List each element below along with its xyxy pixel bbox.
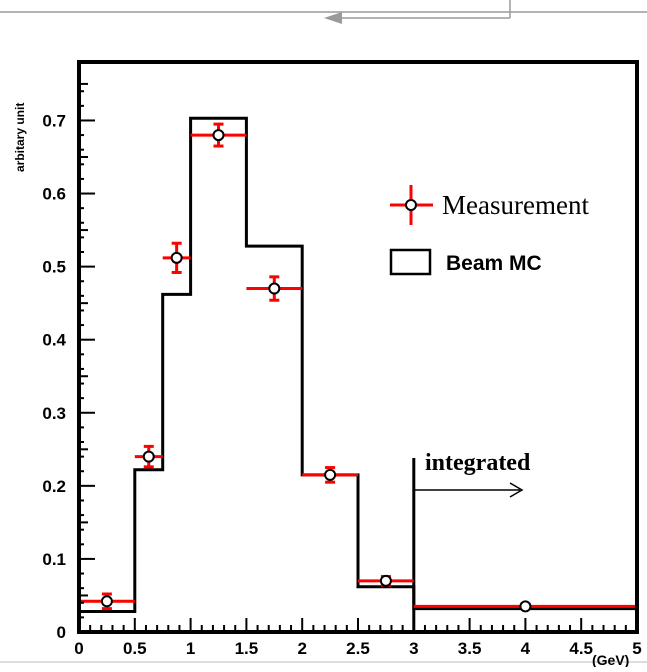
measurement-point (358, 574, 414, 587)
data-marker (379, 574, 392, 587)
axes: 0 0.5 1 1.5 2 2.5 3 3.5 4 4.5 5 0 0.1 0.2 0.3 0.4 0.5 0.6… (42, 60, 642, 658)
x-tick-label: 4.5 (569, 639, 593, 658)
y-tick-label: 0.5 (42, 258, 66, 277)
data-marker (324, 468, 337, 481)
measurement-point (413, 600, 637, 613)
legend-measurement-label: Measurement (442, 190, 589, 220)
x-tick-label: 2 (297, 639, 306, 658)
y-tick-label: 0.4 (42, 331, 66, 350)
measurement-point (162, 241, 191, 274)
measurement-point (79, 592, 135, 611)
y-tick-label: 0 (57, 623, 66, 642)
measurement-series (79, 122, 637, 613)
measurement-point (246, 275, 303, 302)
legend-beam-mc-swatch (389, 248, 432, 276)
y-tick-label: 0.1 (42, 550, 66, 569)
data-marker (268, 282, 281, 295)
x-tick-label: 0 (74, 639, 83, 658)
x-tick-label: 3 (409, 639, 418, 658)
data-marker (142, 450, 155, 463)
data-marker (170, 251, 183, 264)
x-axis-unit: (GeV) (592, 652, 629, 667)
legend-beam-mc-label: Beam MC (446, 252, 542, 275)
y-tick-label: 0.6 (42, 185, 66, 204)
y-tick-label: 0.2 (42, 477, 66, 496)
data-marker (519, 600, 532, 613)
measurement-point (302, 466, 358, 484)
x-tick-label: 2.5 (346, 639, 370, 658)
integrated-arrow-head-icon (509, 482, 524, 498)
beam-mc-step-line (77, 116, 637, 632)
x-tick-label: 1 (186, 639, 195, 658)
top-overlay-lines (0, 0, 647, 24)
x-tick-label: 3.5 (458, 639, 482, 658)
y-axis-label: arbitary unit (13, 103, 27, 172)
data-marker (100, 595, 113, 608)
legend: Measurement Beam MC (389, 185, 589, 276)
x-tick-label: 5 (632, 639, 641, 658)
y-tick-label: 0.7 (42, 111, 66, 130)
x-tick-label: 4 (521, 639, 531, 658)
integrated-label: integrated (425, 450, 531, 476)
measurement-point (190, 122, 247, 148)
x-tick-label: 0.5 (123, 639, 147, 658)
data-marker (212, 129, 225, 142)
measurement-point (134, 444, 163, 469)
integrated-annotation: integrated (415, 450, 531, 498)
legend-measurement-marker (390, 185, 433, 225)
x-tick-label: 1.5 (235, 639, 259, 658)
beam-mc-series (77, 116, 637, 632)
y-tick-label: 0.3 (42, 404, 66, 423)
left-arrow-icon (324, 12, 342, 24)
